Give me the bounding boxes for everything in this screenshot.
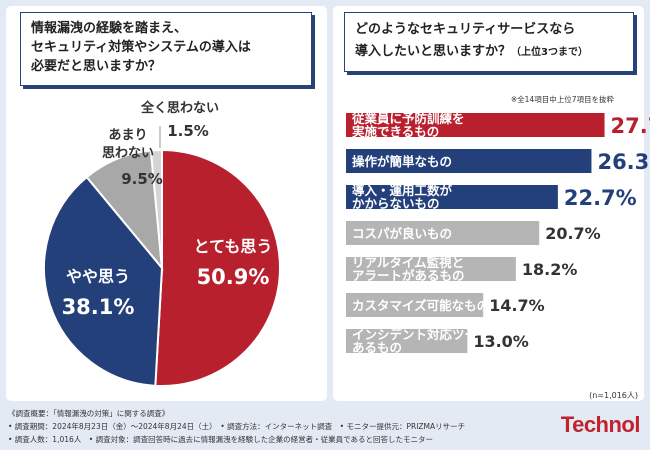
bar xyxy=(346,257,516,281)
bar xyxy=(346,113,605,137)
bar-label: コスパが良いもの xyxy=(352,226,452,241)
bar-label: リアルタイム監視と xyxy=(352,255,464,270)
bar-value: 27.7% xyxy=(611,114,650,138)
bar xyxy=(346,221,540,245)
pie-value: 38.1% xyxy=(62,295,135,319)
bar-label: 導入・運用工数が xyxy=(352,183,453,198)
footer-line2: • 調査期間：2024年8月23日（金）〜2024年8月24日（土） • 調査方… xyxy=(8,422,466,431)
bar xyxy=(346,185,558,209)
bar-label: 従業員に予防訓練を xyxy=(351,111,465,126)
right-question-sub: （上位3つまで） xyxy=(511,47,588,58)
bar-label: 実施できるもの xyxy=(352,124,439,139)
bar-value: 22.7% xyxy=(564,186,637,210)
pie-value: 50.9% xyxy=(197,265,270,289)
pie-label: 思わない xyxy=(102,146,154,161)
bar-chart-note: ※全14項目中上位7項目を抜粋 xyxy=(511,94,615,104)
pie-label: 全く思わない xyxy=(140,100,219,116)
pie-label: やや思う xyxy=(66,267,130,286)
right-question-line1: どのようなセキュリティサービスなら xyxy=(355,22,576,37)
pie-slice xyxy=(154,148,281,387)
pie-slice xyxy=(43,175,164,387)
left-question-box: 情報漏洩の経験を踏まえ、 セキュリティ対策やシステムの導入は 必要だと思いますか… xyxy=(20,12,312,86)
bar-value: 26.3% xyxy=(597,150,650,174)
bar-label: アラートがあるもの xyxy=(352,268,465,283)
footer-line3: • 調査人数：1,016人 • 調査対象：調査回答時に過去に情報漏洩を経験した企… xyxy=(8,435,434,444)
pie-value: 1.5% xyxy=(167,122,209,140)
right-question-line2: 導入したいと思いますか？ xyxy=(355,44,512,59)
bar-value: 20.7% xyxy=(545,224,601,243)
pie-value: 9.5% xyxy=(121,170,163,188)
pie-label: とても思う xyxy=(194,237,273,256)
left-question-line3: 必要だと思いますか？ xyxy=(31,59,162,74)
bar xyxy=(346,329,468,353)
bar-value: 14.7% xyxy=(489,296,545,315)
bar-label: 操作が簡単なもの xyxy=(352,154,452,169)
bar-label: かからないもの xyxy=(352,196,440,211)
bar xyxy=(346,149,592,173)
bar-label: あるもの xyxy=(352,340,402,355)
bar-value: 18.2% xyxy=(522,260,578,279)
bar-label: カスタマイズ可能なもの xyxy=(352,298,489,313)
bar-value: 13.0% xyxy=(473,332,529,351)
pie-slice xyxy=(149,148,163,269)
bar xyxy=(346,293,484,317)
right-question-box: どのようなセキュリティサービスなら 導入したいと思いますか？（上位3つまで） xyxy=(344,12,634,72)
pie-label: あまり xyxy=(108,128,147,143)
footer-line1: 《調査概要：「情報漏洩の対策」に関する調査》 xyxy=(8,409,170,418)
sample-size: (n=1,016人) xyxy=(589,391,638,400)
bar-label: インシデント対応ツールが xyxy=(352,327,503,342)
left-question-line1: 情報漏洩の経験を踏まえ、 xyxy=(31,21,188,36)
left-question-line2: セキュリティ対策やシステムの導入は xyxy=(31,40,251,55)
technol-logo: Technol xyxy=(560,412,641,437)
